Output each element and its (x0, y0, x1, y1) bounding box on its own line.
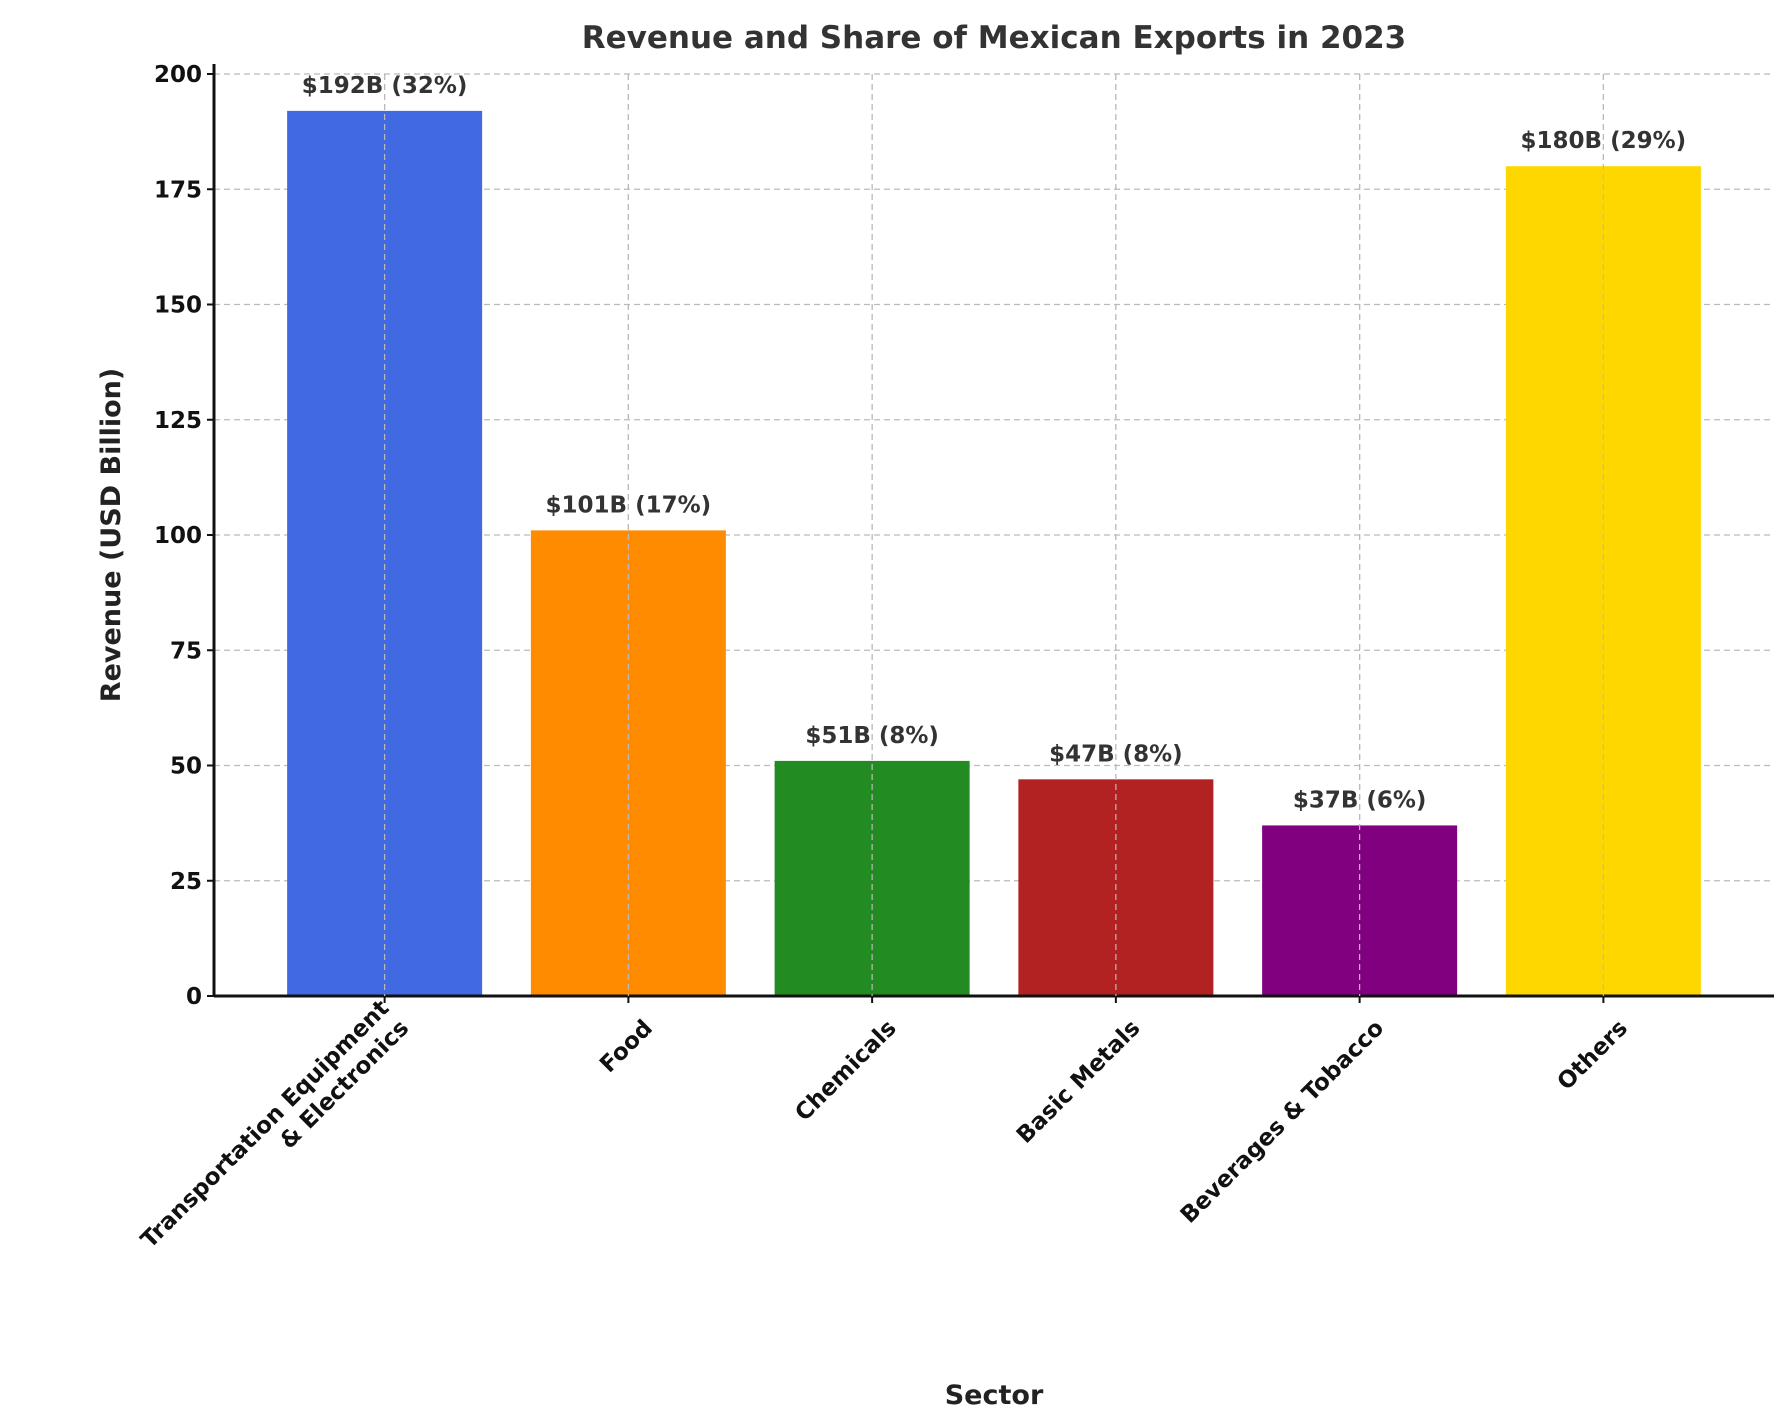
bar-value-label: $51B (8%) (805, 723, 939, 749)
x-tick-label-line: Chemicals (790, 1015, 901, 1126)
bar (287, 110, 483, 996)
x-tick-label: Basic Metals (1012, 1015, 1146, 1149)
x-axis-label: Sector (945, 1380, 1044, 1411)
bar-value-label: $180B (29%) (1521, 128, 1687, 154)
x-tick-label-line: Transportation Equipment (136, 995, 394, 1253)
y-tick-label: 175 (154, 177, 202, 203)
y-tick-label: 75 (170, 638, 202, 664)
y-tick-label: 125 (154, 408, 202, 434)
bar-value-label: $192B (32%) (302, 73, 468, 99)
data-labels: $192B (32%) $101B (17%) $51B (8%) $47B (8%)… (302, 73, 1686, 996)
bar (1505, 166, 1701, 996)
y-tick-label: 200 (154, 62, 202, 88)
x-tick-label-line: Basic Metals (1012, 1015, 1146, 1149)
y-tick-label: 50 (170, 754, 202, 780)
x-tick-label-line: Food (595, 1015, 658, 1078)
y-tick-label: 150 (154, 293, 202, 319)
bars (287, 110, 1701, 996)
x-tick-label: Food (595, 1015, 658, 1078)
x-tick-label-line: Beverages & Tobacco (1176, 1015, 1389, 1228)
x-tick-label: Beverages & Tobacco (1176, 1015, 1389, 1228)
y-tick-label: 25 (170, 869, 202, 895)
x-tick-label-line: Others (1553, 1015, 1633, 1095)
y-tick-label: 0 (186, 984, 202, 1010)
y-axis-label: Revenue (USD Billion) (96, 368, 127, 702)
bar (1262, 825, 1458, 996)
bar-value-label: $37B (6%) (1293, 787, 1427, 813)
x-tick-label: Transportation Equipment& Electronics (136, 995, 414, 1273)
bar-value-label: $47B (8%) (1049, 741, 1183, 767)
chart-title: Revenue and Share of Mexican Exports in … (582, 20, 1406, 56)
x-tick-label: Chemicals (790, 1015, 901, 1126)
bar-value-label: $101B (17%) (546, 492, 712, 518)
x-tick-label: Others (1553, 1015, 1633, 1095)
y-tick-label: 100 (154, 523, 202, 549)
